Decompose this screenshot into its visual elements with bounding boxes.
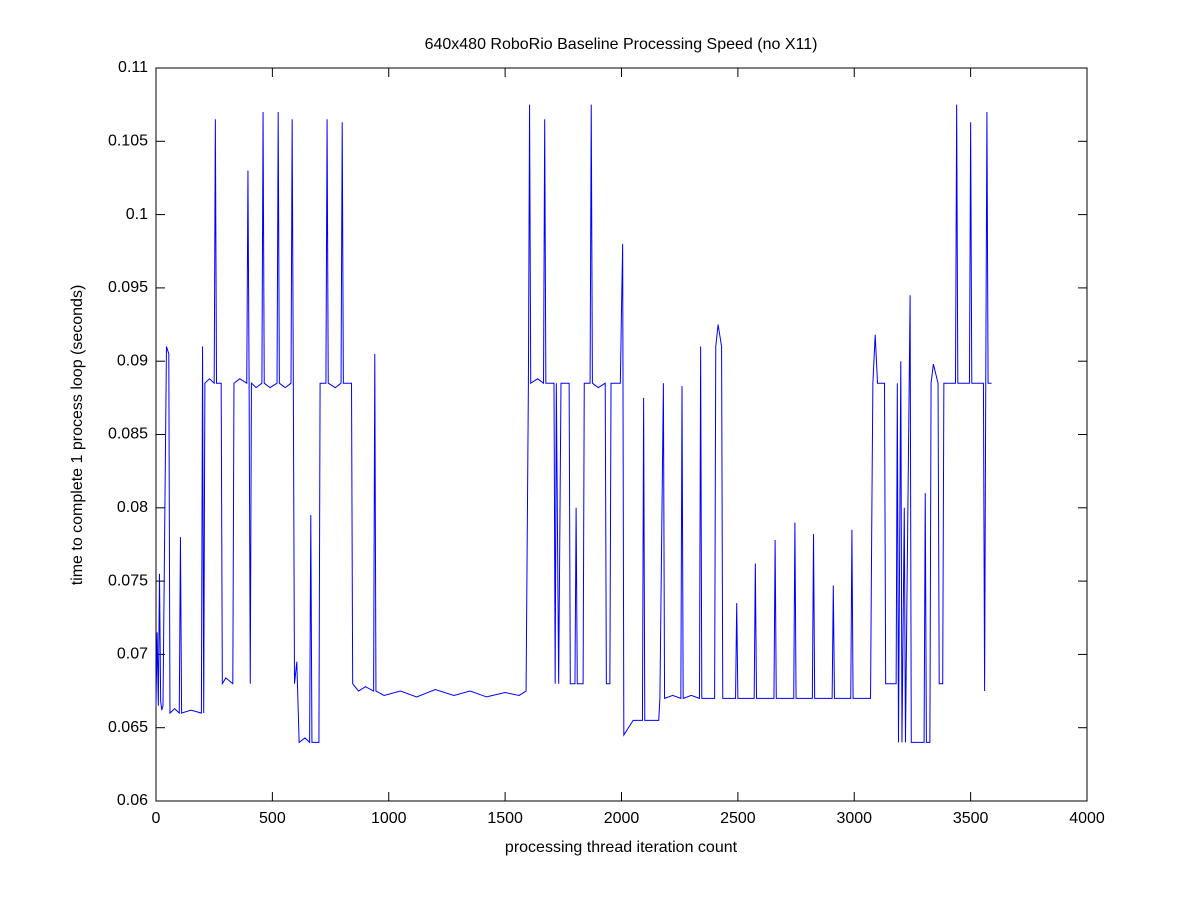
x-tick-label: 1000 — [371, 810, 407, 827]
x-tick-label: 3500 — [953, 810, 989, 827]
plot-frame — [155, 67, 1088, 802]
x-tick-label: 2500 — [720, 810, 756, 827]
y-tick-label: 0.095 — [108, 279, 148, 296]
y-tick-label: 0.105 — [108, 133, 148, 150]
x-tick-label: 2000 — [604, 810, 640, 827]
x-axis-label: processing thread iteration count — [505, 839, 738, 856]
y-tick-label: 0.065 — [108, 719, 148, 736]
y-tick-label: 0.06 — [117, 792, 148, 809]
y-tick-label: 0.07 — [117, 646, 148, 663]
chart-title: 640x480 RoboRio Baseline Processing Spee… — [425, 36, 818, 53]
y-tick-label: 0.075 — [108, 572, 148, 589]
x-tick-label: 0 — [152, 810, 161, 827]
x-tick-label: 3000 — [836, 810, 872, 827]
x-tick-label: 4000 — [1069, 810, 1105, 827]
y-tick-label: 0.1 — [126, 206, 148, 223]
data-line — [155, 104, 992, 744]
y-tick-label: 0.08 — [117, 499, 148, 516]
y-axis-label: time to complete 1 process loop (seconds… — [69, 285, 86, 586]
y-tick-label: 0.085 — [108, 426, 148, 443]
y-tick-label: 0.11 — [118, 59, 148, 76]
x-tick-label: 500 — [259, 810, 286, 827]
y-tick-label: 0.09 — [117, 352, 148, 369]
x-tick-label: 1500 — [487, 810, 523, 827]
